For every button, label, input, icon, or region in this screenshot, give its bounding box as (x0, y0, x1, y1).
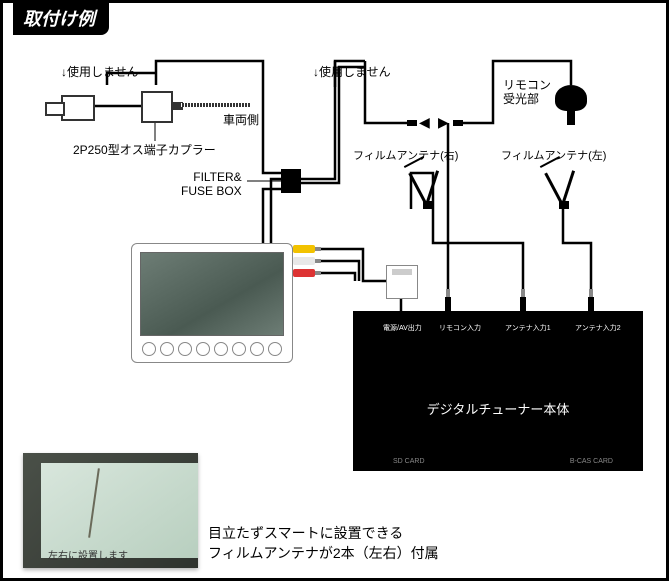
tuner-caption: デジタルチューナー本体 (353, 399, 643, 418)
rca-red (293, 269, 315, 277)
label-filter-fuse: FILTER& FUSE BOX (181, 171, 242, 199)
coupler-2p250 (141, 91, 173, 123)
tuner-slot-sd: SD CARD (393, 458, 425, 465)
film-antenna-left (537, 161, 587, 211)
label-remote: リモコン 受光部 (503, 79, 551, 107)
tuner-box: 電源/AV出力 リモコン入力 アンテナ入力1 アンテナ入力2 デジタルチューナー… (353, 311, 643, 471)
tuner-port-3: アンテナ入力1 (505, 323, 551, 333)
plug-ant1 (520, 297, 526, 311)
rca-yellow (293, 245, 315, 253)
tuner-port-1: 電源/AV出力 (383, 323, 422, 333)
monitor (131, 243, 293, 363)
label-vehicle-side: 車両側 (223, 111, 259, 128)
filter-fuse-box (281, 169, 301, 193)
plug-2p (61, 95, 95, 121)
film-antenna-right (401, 161, 451, 211)
rca-white (293, 257, 315, 265)
plug-remote (445, 297, 451, 311)
inset-caption: 左右に設置します (48, 547, 128, 562)
inline-jack-l (407, 120, 417, 126)
monitor-screen (140, 252, 284, 336)
av-power-plug (386, 265, 418, 299)
diagram-stage: ↓使用しません ↓使用しません 車両側 2P250型オス端子カプラー FILTE… (3, 3, 666, 578)
inline-arrow-left: ◀ (419, 114, 430, 131)
vehicle-harness (179, 103, 251, 107)
remote-receiver (555, 85, 587, 111)
tuner-port-2: リモコン入力 (439, 323, 481, 333)
bottom-line-1: 目立たずスマートに設置できる (208, 523, 403, 543)
inline-arrow-right: ▶ (438, 114, 449, 131)
tuner-port-4: アンテナ入力2 (575, 323, 621, 333)
bottom-line-2: フィルムアンテナが2本（左右）付属 (208, 543, 439, 563)
plug-ant2 (588, 297, 594, 311)
page: 取付け例 (0, 0, 669, 581)
label-unused-2: ↓使用しません (313, 63, 391, 80)
label-coupler: 2P250型オス端子カプラー (73, 141, 216, 158)
tuner-slot-bcas: B-CAS CARD (570, 458, 613, 465)
monitor-buttons (142, 342, 282, 356)
inset-photo: 左右に設置します (23, 453, 198, 568)
inline-jack-r (453, 120, 463, 126)
label-unused-1: ↓使用しません (61, 63, 139, 80)
